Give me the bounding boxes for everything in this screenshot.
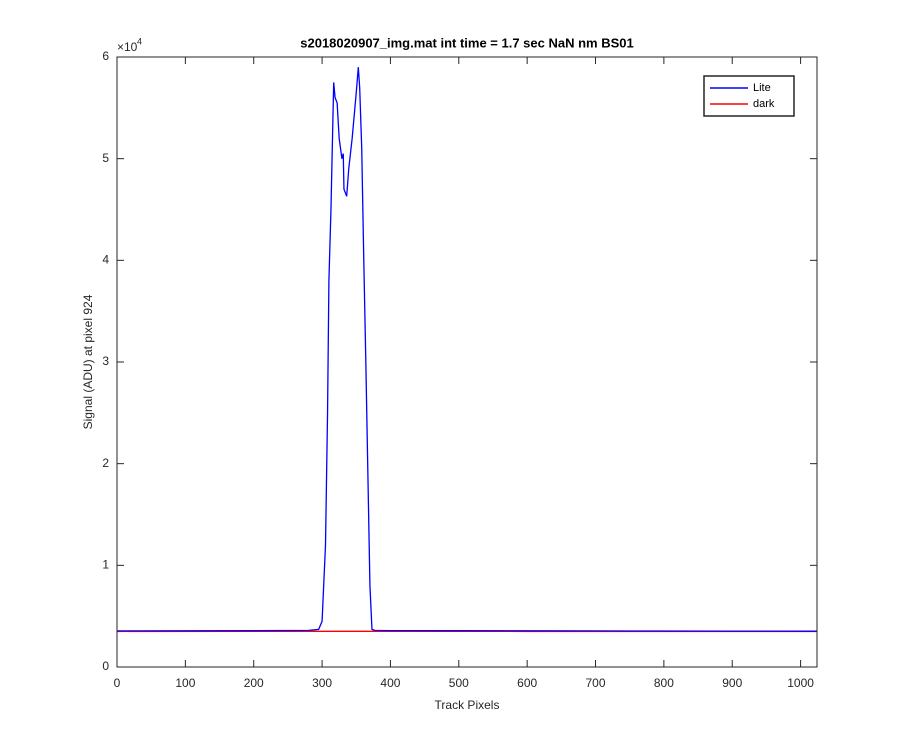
axes-box <box>116 56 818 668</box>
x-tick-label: 200 <box>244 676 264 690</box>
x-tick-label: 500 <box>449 676 469 690</box>
x-tick-label: 400 <box>380 676 400 690</box>
y-tick-label: 4 <box>102 253 109 267</box>
chart-title: s2018020907_img.mat int time = 1.7 sec N… <box>300 35 634 50</box>
legend-label: Lite <box>753 82 771 94</box>
x-tick-label: 900 <box>722 676 742 690</box>
y-multiplier: ×10 <box>117 40 138 54</box>
y-tick-label: 6 <box>102 49 109 63</box>
x-tick-label: 1000 <box>787 676 814 690</box>
line-series <box>116 67 818 632</box>
x-tick-label: 800 <box>654 676 674 690</box>
x-tick-label: 300 <box>312 676 332 690</box>
legend-box <box>703 75 795 117</box>
x-tick-label: 100 <box>175 676 195 690</box>
y-tick-label: 2 <box>102 456 109 470</box>
x-tick-label: 0 <box>114 676 121 690</box>
y-tick-label: 0 <box>102 659 109 673</box>
x-axis-label: Track Pixels <box>435 698 500 712</box>
legend-label: dark <box>753 98 775 110</box>
plot-area <box>117 57 817 667</box>
x-tick-label: 600 <box>517 676 537 690</box>
y-tick-label: 1 <box>102 558 109 572</box>
y-multiplier-exponent: 4 <box>137 36 142 46</box>
y-tick-label: 5 <box>102 151 109 165</box>
y-axis-label: Signal (ADU) at pixel 924 <box>81 294 95 429</box>
y-tick-label: 3 <box>102 354 109 368</box>
x-tick-label: 700 <box>586 676 606 690</box>
